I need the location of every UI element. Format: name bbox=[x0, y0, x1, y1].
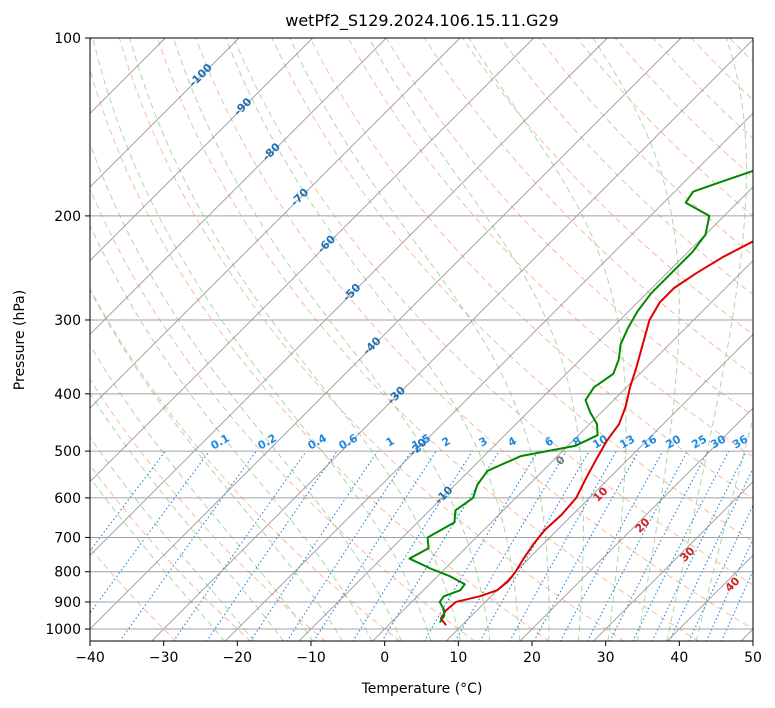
mixing-ratio-line bbox=[286, 450, 412, 641]
moist-adiabat-line bbox=[289, 38, 550, 641]
dry-adiabat-line bbox=[90, 378, 326, 641]
isotherm-line bbox=[519, 407, 753, 641]
mixing-ratio-line bbox=[90, 450, 210, 615]
dry-adiabats bbox=[90, 38, 753, 641]
isotherm-line bbox=[90, 38, 534, 483]
moist-adiabat-line bbox=[666, 38, 747, 641]
dry-adiabat-line bbox=[309, 38, 753, 500]
x-axis-label: Temperature (°C) bbox=[361, 681, 483, 697]
isotherm-line bbox=[298, 186, 753, 641]
moist-adiabat-line bbox=[129, 38, 461, 641]
isotherm-line bbox=[90, 38, 608, 556]
x-tick-label: −30 bbox=[149, 650, 179, 666]
mixing-ratio-line bbox=[172, 450, 307, 641]
y-axis-label: Pressure (hPa) bbox=[12, 290, 28, 390]
moist-adiabat-line bbox=[468, 38, 627, 641]
y-tick-label: 300 bbox=[54, 313, 81, 329]
chart-title: wetPf2_S129.2024.106.15.11.G29 bbox=[285, 11, 559, 31]
mixing-ratio-line bbox=[509, 450, 617, 641]
y-tick-label: 100 bbox=[54, 31, 81, 47]
moist-adiabat-line bbox=[92, 38, 432, 641]
x-tick-label: 10 bbox=[449, 650, 467, 666]
x-tick-label: −40 bbox=[75, 650, 105, 666]
isotherm-line bbox=[445, 333, 753, 641]
mixing-ratio-line bbox=[632, 450, 730, 641]
y-axis: 1000 900 800 700 600 500 400 300 200 100 bbox=[45, 31, 90, 638]
dry-adiabat-line bbox=[500, 38, 753, 296]
isotherms bbox=[90, 38, 753, 641]
x-tick-label: 50 bbox=[744, 650, 762, 666]
isotherm-line bbox=[90, 38, 461, 409]
moist-adiabat-line bbox=[90, 476, 226, 641]
moist-adiabat-line bbox=[90, 436, 255, 641]
isotherm-line bbox=[90, 38, 240, 188]
moist-adiabat-line bbox=[173, 38, 491, 641]
y-tick-label: 400 bbox=[54, 387, 81, 403]
mixing-ratio-line bbox=[249, 450, 379, 641]
sounding-series bbox=[408, 169, 753, 626]
x-tick-label: 30 bbox=[597, 650, 615, 666]
x-axis: −40 −30 −20 −10 0 10 20 30 40 50 bbox=[75, 641, 762, 666]
moist-adiabat-line bbox=[90, 288, 343, 641]
dewpoint-line bbox=[408, 169, 753, 624]
x-tick-label: −20 bbox=[223, 650, 253, 666]
x-tick-label: 20 bbox=[523, 650, 541, 666]
y-tick-label: 900 bbox=[54, 595, 81, 611]
dry-adiabat-line bbox=[90, 464, 252, 641]
moist-adiabat-line bbox=[695, 416, 753, 641]
isotherm-line bbox=[593, 481, 753, 641]
mixing-ratio-line bbox=[90, 450, 166, 552]
moist-adiabat-line bbox=[90, 344, 314, 641]
x-tick-label: 40 bbox=[670, 650, 688, 666]
dry-adiabat-line bbox=[118, 38, 625, 641]
dry-adiabat-line bbox=[462, 38, 753, 336]
moist-adiabats bbox=[90, 38, 753, 641]
isotherm-line bbox=[90, 38, 387, 335]
isotherm-line bbox=[90, 38, 313, 262]
y-tick-label: 700 bbox=[54, 530, 81, 546]
moist-adiabat-line bbox=[90, 392, 284, 641]
isotherm-line bbox=[151, 39, 753, 641]
x-tick-label: −10 bbox=[296, 650, 326, 666]
moist-adiabat-line bbox=[225, 38, 520, 641]
y-tick-label: 500 bbox=[54, 444, 81, 460]
pressure-gridlines bbox=[90, 38, 753, 630]
moist-adiabat-line bbox=[90, 223, 373, 641]
dry-adiabat-line bbox=[157, 38, 700, 641]
dry-adiabat-line bbox=[271, 38, 753, 543]
x-tick-label: 0 bbox=[380, 650, 389, 666]
plot-frame bbox=[89, 37, 754, 642]
isotherm-line bbox=[90, 38, 682, 630]
temperature-line bbox=[439, 240, 753, 626]
y-tick-label: 800 bbox=[54, 565, 81, 581]
mixing-ratio-line bbox=[559, 450, 664, 641]
y-tick-label: 200 bbox=[54, 209, 81, 225]
dry-adiabat-line bbox=[195, 38, 753, 630]
mixing-ratio-line bbox=[609, 450, 709, 641]
isotherm-line bbox=[372, 260, 753, 641]
y-tick-label: 1000 bbox=[45, 622, 81, 638]
y-tick-label: 600 bbox=[54, 491, 81, 507]
mixing-ratio-line bbox=[533, 450, 640, 641]
mixing-ratio-line bbox=[381, 450, 500, 641]
moist-adiabat-line bbox=[592, 38, 680, 641]
mixing-ratio-line bbox=[206, 450, 338, 641]
plot-area: -100-90-80-70-60-50-40-30-20-100.1 0.2 0.4… bbox=[90, 38, 753, 641]
dry-adiabat-line bbox=[233, 38, 753, 586]
mixing-ratio-line bbox=[313, 450, 437, 641]
mixing-ratio-lines bbox=[90, 450, 753, 641]
dry-adiabat-line bbox=[90, 68, 550, 641]
isotherm-line bbox=[224, 112, 753, 641]
